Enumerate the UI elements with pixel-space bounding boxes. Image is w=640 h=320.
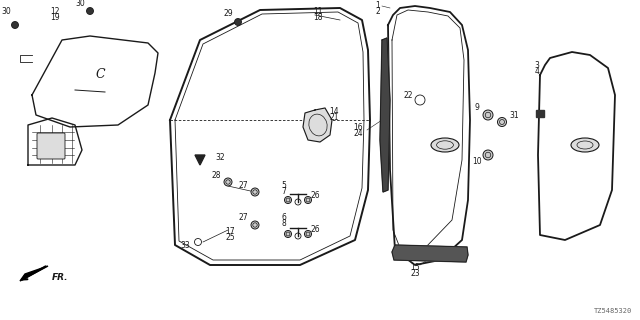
Text: 8: 8 — [282, 220, 286, 228]
Text: 2: 2 — [376, 7, 380, 17]
Circle shape — [224, 178, 232, 186]
Polygon shape — [536, 110, 544, 117]
Text: 7: 7 — [282, 187, 287, 196]
Polygon shape — [538, 52, 615, 240]
Text: 1: 1 — [376, 2, 380, 11]
Text: 26: 26 — [310, 226, 320, 235]
Text: 3: 3 — [534, 60, 540, 69]
Circle shape — [12, 21, 19, 28]
Polygon shape — [28, 118, 82, 165]
Polygon shape — [32, 36, 158, 127]
Text: C: C — [95, 68, 105, 82]
Text: 19: 19 — [50, 13, 60, 22]
Circle shape — [285, 230, 291, 237]
Text: 12: 12 — [51, 7, 60, 17]
Text: 4: 4 — [534, 67, 540, 76]
Text: 10: 10 — [472, 157, 482, 166]
Ellipse shape — [431, 138, 459, 152]
FancyBboxPatch shape — [37, 133, 65, 159]
Text: 33: 33 — [180, 241, 190, 250]
Text: 30: 30 — [1, 7, 11, 17]
Text: 18: 18 — [313, 13, 323, 22]
Text: 14: 14 — [329, 108, 339, 116]
Circle shape — [86, 7, 93, 14]
Polygon shape — [20, 266, 48, 281]
Text: 23: 23 — [410, 269, 420, 278]
Text: TZ5485320: TZ5485320 — [594, 308, 632, 314]
Polygon shape — [195, 155, 205, 165]
Text: 27: 27 — [238, 213, 248, 222]
Text: 5: 5 — [282, 180, 287, 189]
Polygon shape — [388, 6, 470, 265]
Polygon shape — [380, 38, 390, 192]
Circle shape — [497, 117, 506, 126]
Text: FR.: FR. — [52, 274, 68, 283]
Text: 24: 24 — [353, 130, 363, 139]
Text: 6: 6 — [282, 213, 287, 222]
Circle shape — [234, 19, 241, 26]
Text: 27: 27 — [238, 180, 248, 189]
Text: 16: 16 — [353, 124, 363, 132]
Text: 26: 26 — [310, 190, 320, 199]
Circle shape — [483, 110, 493, 120]
Ellipse shape — [571, 138, 599, 152]
Text: 31: 31 — [509, 111, 519, 121]
Text: 28: 28 — [211, 171, 221, 180]
Text: 21: 21 — [329, 114, 339, 123]
Text: 17: 17 — [225, 228, 235, 236]
Polygon shape — [392, 245, 468, 262]
Text: 15: 15 — [410, 263, 420, 273]
Circle shape — [285, 196, 291, 204]
Text: 32: 32 — [215, 154, 225, 163]
Polygon shape — [303, 108, 332, 142]
Text: 11: 11 — [313, 7, 323, 17]
Circle shape — [305, 230, 312, 237]
Text: 30: 30 — [75, 0, 85, 7]
Text: 29: 29 — [223, 9, 233, 18]
Circle shape — [251, 221, 259, 229]
Text: 25: 25 — [225, 234, 235, 243]
Text: 9: 9 — [475, 103, 479, 113]
Text: 22: 22 — [403, 92, 413, 100]
Circle shape — [251, 188, 259, 196]
Circle shape — [305, 196, 312, 204]
Circle shape — [483, 150, 493, 160]
